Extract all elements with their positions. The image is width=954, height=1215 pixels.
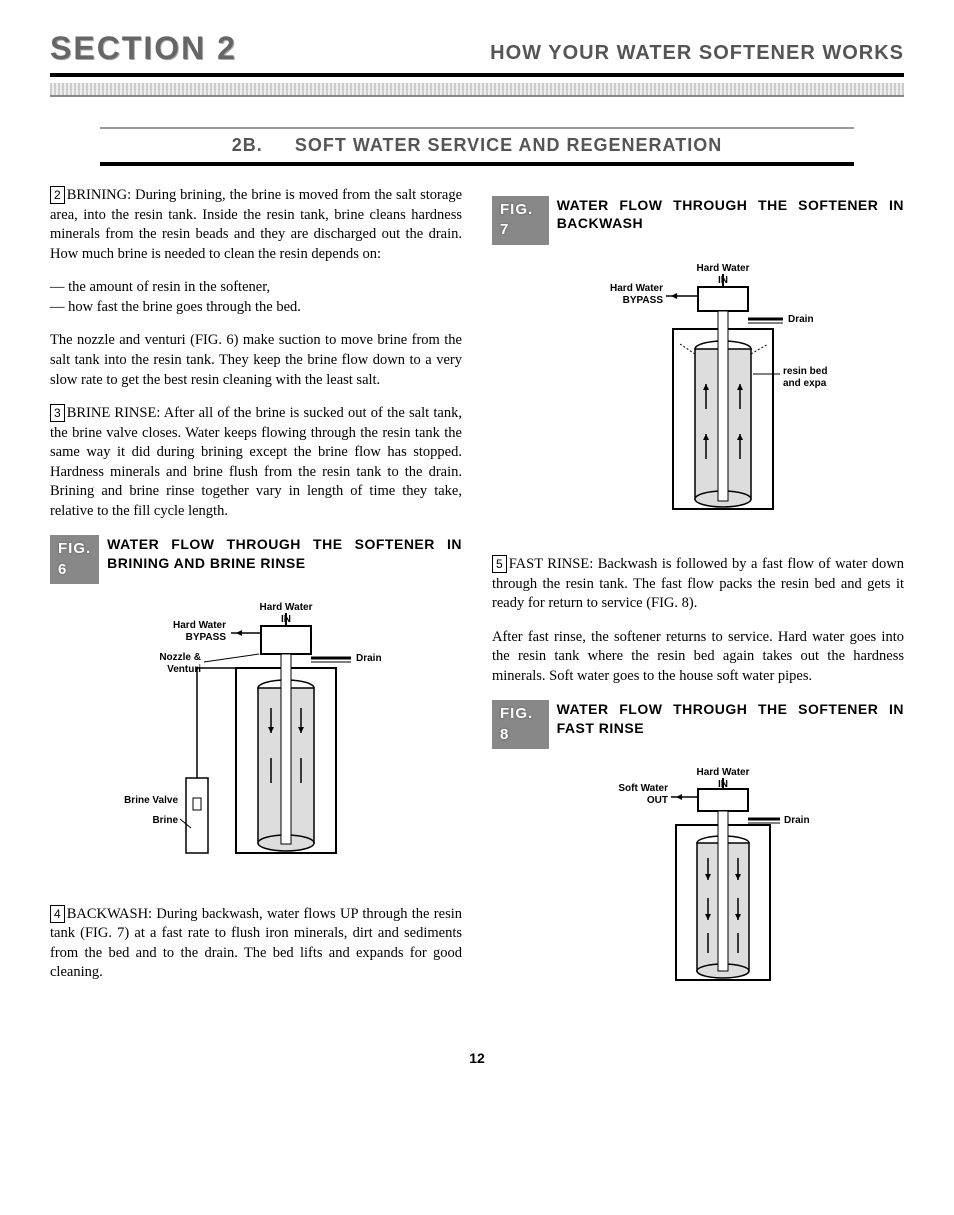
subsection-num: 2B. [232, 135, 263, 155]
svg-text:and expa: and expa [783, 378, 827, 389]
brining-para: 2BRINING: During brining, the brine is m… [50, 186, 462, 264]
after-para: After fast rinse, the softener returns t… [492, 628, 904, 687]
section-label: SECTION 2 [50, 30, 237, 67]
page-number: 12 [50, 1050, 904, 1066]
svg-text:Hard Water: Hard Water [697, 767, 750, 778]
step-num-3: 3 [50, 404, 65, 422]
fig7-caption: WATER FLOW THROUGH THE SOFTENER IN BACKW… [557, 196, 904, 232]
fig8-badge: FIG. 8 [492, 700, 549, 749]
brining-bullets: the amount of resin in the softener, how… [50, 278, 462, 317]
fig8-diagram: Hard Water IN Soft Water OUT Drain [492, 763, 904, 1000]
svg-text:BYPASS: BYPASS [623, 295, 664, 306]
svg-text:Brine Valve: Brine Valve [124, 795, 178, 806]
fig6-badge: FIG. 6 [50, 535, 99, 584]
svg-text:resin bed: resin bed [783, 366, 827, 377]
fig7-block: FIG. 7 WATER FLOW THROUGH THE SOFTENER I… [492, 196, 904, 245]
step-num-2: 2 [50, 186, 65, 204]
page-header: SECTION 2 HOW YOUR WATER SOFTENER WORKS [50, 30, 904, 77]
svg-text:Venturi: Venturi [167, 664, 201, 675]
fig8-block: FIG. 8 WATER FLOW THROUGH THE SOFTENER I… [492, 700, 904, 749]
bullet-2: how fast the brine goes through the bed. [50, 298, 462, 318]
svg-text:Hard Water: Hard Water [697, 263, 750, 274]
svg-text:Hard Water: Hard Water [173, 620, 226, 631]
content-columns: 2BRINING: During brining, the brine is m… [50, 186, 904, 1020]
subsection-bar: 2B. SOFT WATER SERVICE AND REGENERATION [100, 127, 854, 166]
fast-rinse-label: FAST RINSE: [509, 556, 594, 572]
nozzle-para: The nozzle and venturi (FIG. 6) make suc… [50, 331, 462, 390]
fig6-block: FIG. 6 WATER FLOW THROUGH THE SOFTENER I… [50, 535, 462, 584]
step-num-4: 4 [50, 905, 65, 923]
svg-text:Nozzle &: Nozzle & [159, 652, 201, 663]
brining-label: BRINING: [67, 187, 131, 203]
svg-text:Drain: Drain [788, 314, 814, 325]
svg-text:Soft Water: Soft Water [618, 783, 668, 794]
fig6-hard-water-label: Hard Water [260, 602, 313, 613]
fig6-caption: WATER FLOW THROUGH THE SOFTENER IN BRINI… [107, 535, 462, 571]
right-column: FIG. 7 WATER FLOW THROUGH THE SOFTENER I… [492, 186, 904, 1020]
backwash-label: BACKWASH: [67, 906, 152, 922]
svg-text:Drain: Drain [784, 815, 810, 826]
brine-rinse-para: 3BRINE RINSE: After all of the brine is … [50, 404, 462, 521]
fig8-caption: WATER FLOW THROUGH THE SOFTENER IN FAST … [557, 700, 904, 736]
section-title: HOW YOUR WATER SOFTENER WORKS [490, 42, 904, 65]
left-column: 2BRINING: During brining, the brine is m… [50, 186, 462, 1020]
fig6-diagram: Hard Water IN Hard Water BYPASS Drain No… [50, 598, 462, 885]
bullet-1: the amount of resin in the softener, [50, 278, 462, 298]
svg-text:Brine: Brine [152, 815, 178, 826]
header-divider [50, 83, 904, 97]
svg-text:OUT: OUT [647, 795, 668, 806]
fig7-badge: FIG. 7 [492, 196, 549, 245]
svg-text:Drain: Drain [356, 653, 382, 664]
svg-text:Hard Water: Hard Water [610, 283, 663, 294]
brine-rinse-text: After all of the brine is sucked out of … [50, 405, 462, 519]
step-num-5: 5 [492, 555, 507, 573]
backwash-para: 4BACKWASH: During backwash, water flows … [50, 905, 462, 983]
fig7-diagram: Hard Water IN Hard Water BYPASS Drain [492, 259, 904, 536]
brine-rinse-label: BRINE RINSE: [67, 405, 161, 421]
subsection-title: SOFT WATER SERVICE AND REGENERATION [295, 135, 722, 155]
svg-text:BYPASS: BYPASS [186, 632, 227, 643]
fast-rinse-para: 5FAST RINSE: Backwash is followed by a f… [492, 555, 904, 614]
